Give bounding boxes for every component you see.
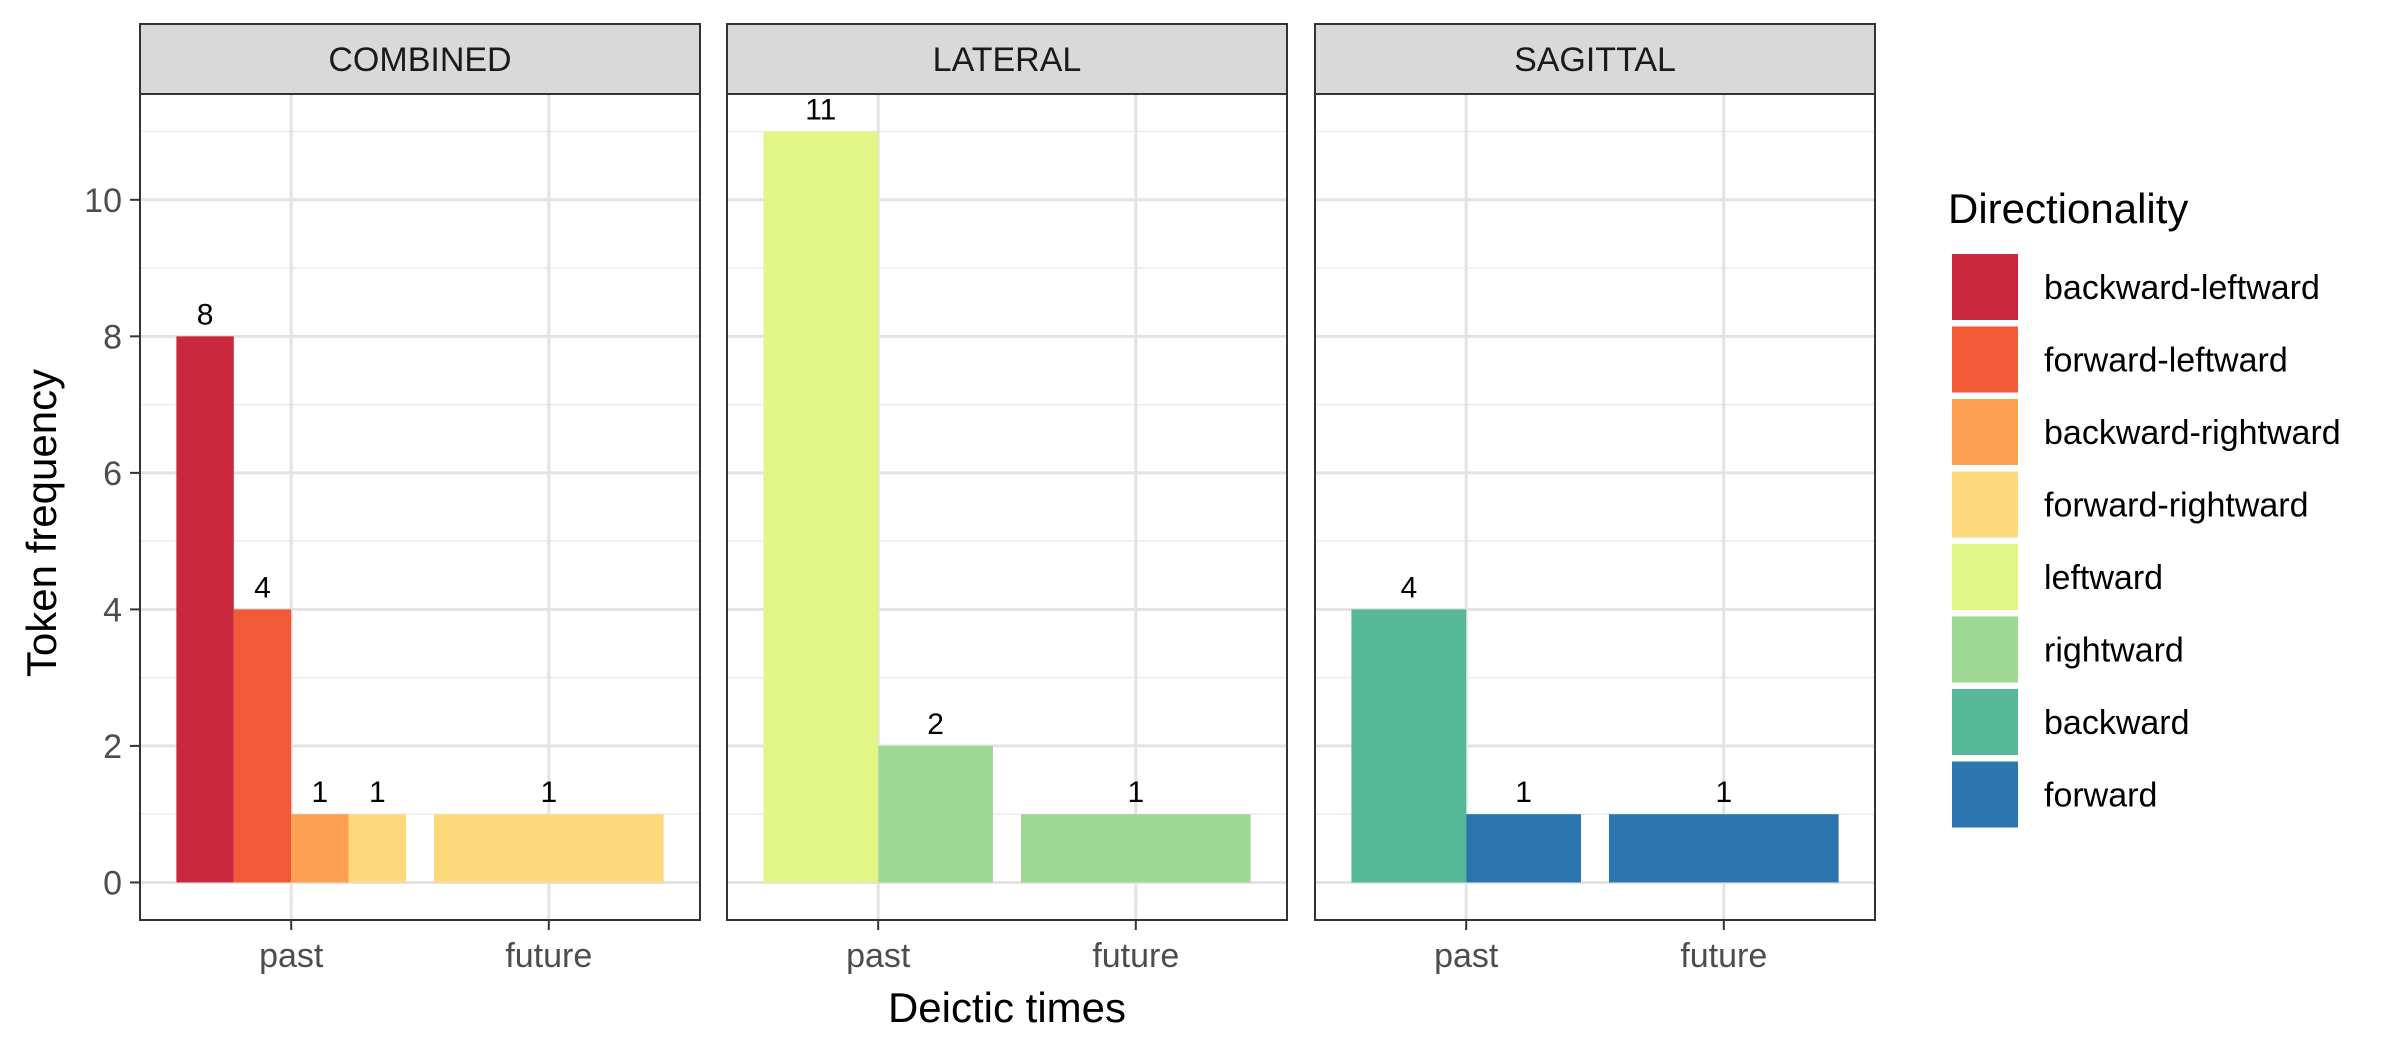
bar-lateral-past-rightward <box>878 745 993 883</box>
bar-combined-past-forward-rightward <box>348 814 406 883</box>
bar-value-label: 1 <box>1127 776 1144 809</box>
facet-panel-lateral: 11 2 1 LATERAL past future <box>726 23 1288 975</box>
bar-sagittal-past-backward <box>1351 609 1467 883</box>
legend-key-backward <box>1952 689 2018 755</box>
bar-combined-past-forward-leftward <box>233 609 292 883</box>
y-tick-label: 2 <box>103 728 122 766</box>
bar-value-label: 1 <box>1515 776 1532 809</box>
facet-panel-sagittal: 4 1 1 SAGITTAL past future <box>1314 23 1876 975</box>
facet-strip <box>1314 23 1876 95</box>
bar-value-label: 4 <box>1400 571 1417 604</box>
x-tick-label: past <box>846 937 911 975</box>
legend-key-backward-leftward <box>1952 254 2018 320</box>
bar-value-label: 1 <box>369 776 386 809</box>
facet-panel-combined: 8 4 1 1 1 COMBINED past future <box>139 23 701 975</box>
bar-value-label: 4 <box>254 571 271 604</box>
x-axis-title: Deictic times <box>888 984 1126 1031</box>
x-tick-label: past <box>259 937 324 975</box>
legend-key-forward-leftward <box>1952 326 2018 393</box>
legend-label: backward <box>2044 704 2190 742</box>
x-tick-label: past <box>1434 937 1499 975</box>
bar-value-label: 2 <box>927 708 944 741</box>
legend-key-leftward <box>1952 544 2018 610</box>
bar-value-label: 8 <box>197 298 214 331</box>
bar-value-label: 1 <box>540 776 557 809</box>
y-tick-label: 4 <box>103 591 122 629</box>
legend-key-forward <box>1952 761 2018 828</box>
bar-value-label: 1 <box>1715 776 1732 809</box>
legend-label: backward-leftward <box>2044 269 2320 307</box>
facet-strip <box>726 23 1288 95</box>
bar-value-label: 11 <box>805 94 836 127</box>
facet-strip-label: LATERAL <box>933 41 1082 79</box>
legend-title: Directionality <box>1948 185 2188 232</box>
bar-combined-past-backward-leftward <box>176 336 234 883</box>
y-tick-label: 10 <box>84 182 122 220</box>
y-tick-label: 6 <box>103 455 122 493</box>
legend: backward-leftward forward-leftward backwar… <box>1952 254 2341 828</box>
facet-strip-label: SAGITTAL <box>1514 41 1676 79</box>
facet-strip <box>139 23 701 95</box>
bar-lateral-future-rightward <box>1021 814 1251 883</box>
x-tick-label: future <box>1680 937 1767 975</box>
facet-strip-label: COMBINED <box>328 41 511 79</box>
legend-key-rightward <box>1952 616 2018 683</box>
x-tick-label: future <box>505 937 592 975</box>
x-tick-label: future <box>1092 937 1179 975</box>
y-axis: 0 2 4 6 8 10 <box>84 182 140 902</box>
legend-label: backward-rightward <box>2044 414 2341 452</box>
bar-combined-past-backward-rightward <box>291 814 349 883</box>
legend-key-backward-rightward <box>1952 399 2018 465</box>
y-axis-title: Token frequency <box>18 369 65 677</box>
y-tick-label: 0 <box>103 864 122 902</box>
bar-sagittal-past-forward <box>1466 814 1581 883</box>
legend-label: rightward <box>2044 632 2184 670</box>
bar-lateral-past-leftward <box>763 131 879 883</box>
legend-label: forward <box>2044 777 2157 815</box>
legend-label: leftward <box>2044 559 2163 597</box>
bar-combined-future-forward-rightward <box>434 814 664 883</box>
bar-sagittal-future-forward <box>1609 814 1839 883</box>
legend-label: forward-rightward <box>2044 487 2309 525</box>
legend-key-forward-rightward <box>1952 471 2018 538</box>
bar-value-label: 1 <box>312 776 329 809</box>
legend-label: forward-leftward <box>2044 342 2288 380</box>
y-tick-label: 8 <box>103 318 122 356</box>
